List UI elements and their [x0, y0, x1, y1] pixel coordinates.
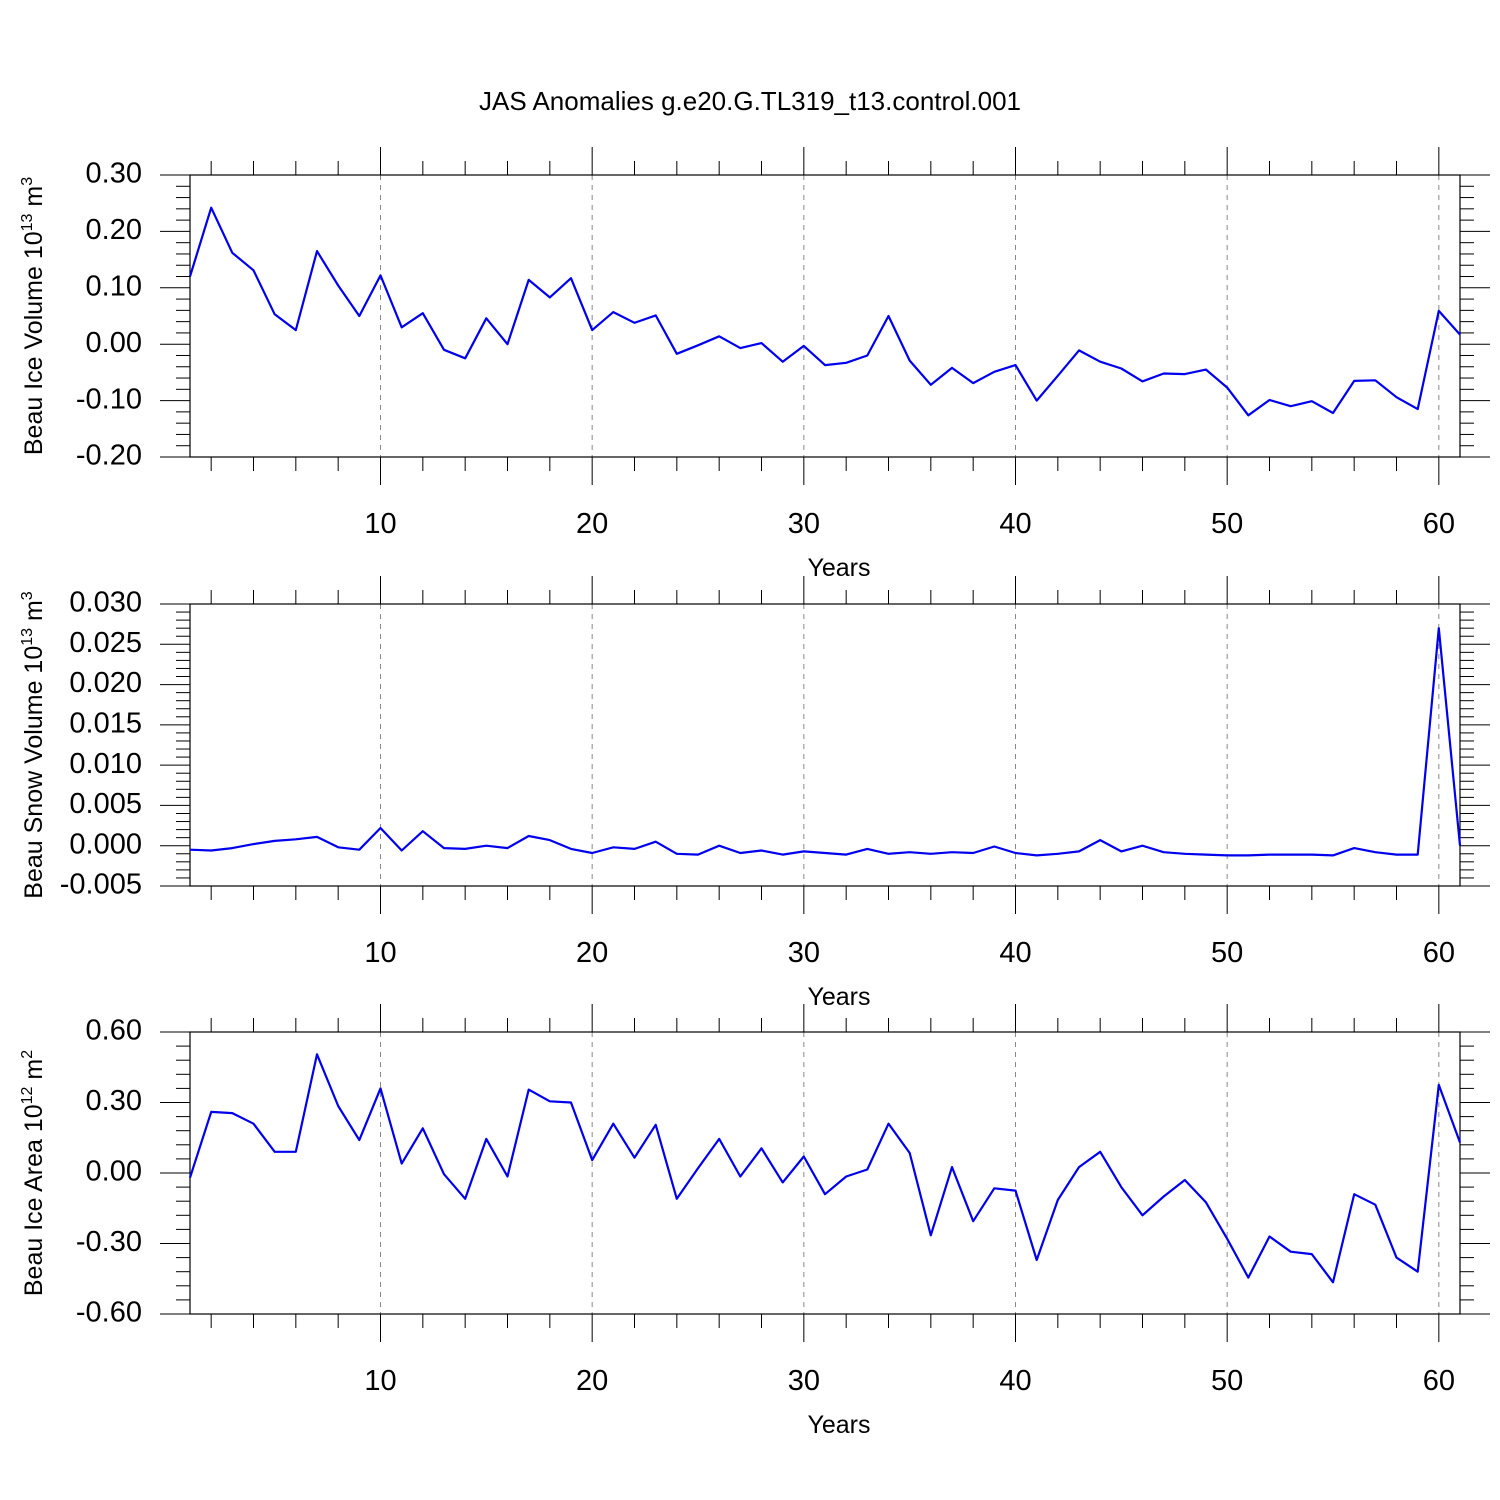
x-tick-label: 60 — [1423, 508, 1455, 540]
y-axis-title-main: Beau Ice Volume 10 — [20, 231, 48, 455]
y-axis-title: Beau Ice Area 1012 m2 — [19, 1050, 48, 1296]
y-tick-label: 0.015 — [69, 708, 142, 740]
x-tick-label: 10 — [364, 508, 396, 540]
y-axis-title: Beau Snow Volume 1013 m3 — [19, 591, 48, 899]
x-tick-label: 20 — [576, 1365, 608, 1397]
x-axis-title: Years — [807, 983, 870, 1011]
x-tick-label: 30 — [788, 508, 820, 540]
chart-panel-3: -0.60 -0.30 0.00 0.30 0.60 10 20 30 40 50 60 Years B… — [19, 1004, 1490, 1439]
x-tick-label: 40 — [999, 937, 1031, 969]
y-axis-title-unit-exponent: 2 — [19, 1050, 36, 1059]
y-axis-title-unit: m — [20, 1059, 48, 1087]
y-axis-title-exponent: 13 — [19, 628, 36, 646]
y-tick-label: 0.00 — [86, 327, 142, 359]
chart-panel-1: -0.20 -0.10 0.00 0.10 0.20 0.30 10 20 30 40 50 60 Ye… — [19, 147, 1490, 582]
y-tick-label: 0.000 — [69, 828, 142, 860]
y-tick-label: -0.30 — [76, 1226, 142, 1258]
y-axis-title-unit: m — [20, 186, 48, 214]
x-axis-title: Years — [807, 1411, 870, 1439]
series-line — [189, 627, 1462, 857]
y-tick-label: 0.030 — [69, 587, 142, 619]
x-tick-label: 30 — [788, 937, 820, 969]
series-line — [188, 1053, 1462, 1284]
plot-frame — [189, 174, 1461, 458]
x-tick-label: 40 — [999, 508, 1031, 540]
x-tick-label: 40 — [999, 1365, 1031, 1397]
chart-panel-2: -0.005 0.000 0.005 0.010 0.015 0.020 0.025 0.03… — [19, 576, 1490, 1011]
y-tick-label: 0.30 — [86, 158, 142, 190]
y-axis-title-exponent: 12 — [19, 1086, 36, 1104]
x-axis-title: Years — [807, 554, 870, 582]
x-tick-label: 10 — [364, 1365, 396, 1397]
y-tick-label: 0.10 — [86, 270, 142, 302]
x-tick-label: 30 — [788, 1365, 820, 1397]
y-tick-label: -0.60 — [76, 1297, 142, 1329]
x-tick-label: 60 — [1423, 1365, 1455, 1397]
y-tick-label: 0.010 — [69, 748, 142, 780]
y-tick-label: 0.025 — [69, 627, 142, 659]
y-tick-label: 0.00 — [86, 1156, 142, 1188]
x-tick-label: 50 — [1211, 1365, 1243, 1397]
y-tick-label: -0.10 — [76, 383, 142, 415]
y-tick-label: 0.020 — [69, 667, 142, 699]
y-axis-title-unit: m — [20, 600, 48, 628]
y-tick-label: -0.005 — [60, 869, 142, 901]
y-tick-label: 0.60 — [86, 1015, 142, 1047]
series-line — [188, 206, 1461, 417]
x-tick-label: 20 — [576, 508, 608, 540]
y-axis-title-main: Beau Snow Volume 10 — [20, 646, 48, 899]
y-tick-label: 0.005 — [69, 788, 142, 820]
y-tick-label: 0.20 — [86, 214, 142, 246]
y-tick-label: 0.30 — [86, 1085, 142, 1117]
page-title: JAS Anomalies g.e20.G.TL319_t13.control.… — [478, 86, 1021, 116]
y-tick-label: -0.20 — [76, 440, 142, 472]
y-axis-title-unit-exponent: 3 — [19, 591, 36, 600]
x-tick-label: 10 — [364, 937, 396, 969]
y-axis-title-unit-exponent: 3 — [19, 177, 36, 186]
x-tick-label: 50 — [1211, 508, 1243, 540]
plot-frame — [189, 603, 1461, 887]
y-axis-title-exponent: 13 — [19, 213, 36, 231]
x-tick-label: 50 — [1211, 937, 1243, 969]
y-axis-title-main: Beau Ice Area 10 — [20, 1104, 48, 1296]
x-tick-label: 60 — [1423, 937, 1455, 969]
x-tick-label: 20 — [576, 937, 608, 969]
y-axis-title: Beau Ice Volume 1013 m3 — [19, 177, 48, 455]
